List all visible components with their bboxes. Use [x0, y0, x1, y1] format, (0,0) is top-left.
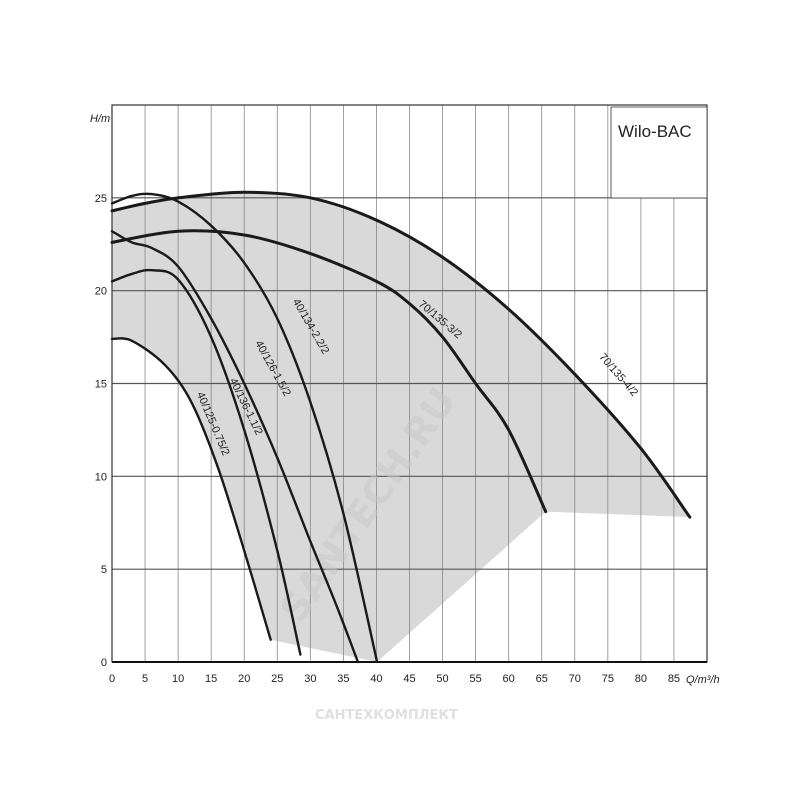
- x-tick-label: 30: [304, 673, 316, 685]
- x-tick-label: 35: [337, 673, 349, 685]
- x-axis-label: Q/m³/h: [686, 674, 720, 686]
- x-tick-label: 70: [569, 673, 581, 685]
- y-tick-label: 20: [95, 286, 107, 298]
- tick-labels: 0 5 10 15 20 25 30 35 40 45 50 55 60 65 70 75 80 85 0 5 10 15…: [95, 193, 680, 685]
- x-tick-label: 15: [205, 673, 217, 685]
- pump-curve-40/125-0.75/2: [110, 337, 272, 641]
- pump-curve-40/136-1.1/2: [110, 268, 302, 656]
- x-tick-label: 5: [142, 673, 148, 685]
- x-tick-label: 60: [503, 673, 515, 685]
- y-tick-label: 10: [95, 471, 107, 483]
- y-tick-label: 25: [95, 193, 107, 205]
- pump-curve-70/135-4/2: [110, 190, 692, 519]
- x-tick-label: 85: [668, 673, 680, 685]
- x-tick-label: 75: [602, 673, 614, 685]
- watermark-bottom: САНТЕХКОМПЛЕКТ: [315, 708, 458, 723]
- y-tick-label: 5: [101, 564, 107, 576]
- x-tick-label: 20: [238, 673, 250, 685]
- pump-curve-70/135-3/2: [110, 229, 548, 514]
- curve-label: 70/135-4/2: [596, 351, 640, 399]
- chart-title: Wilo-BAC: [618, 122, 692, 141]
- operating-region-fill: [112, 192, 690, 662]
- x-tick-label: 65: [536, 673, 548, 685]
- title-box: [610, 106, 708, 199]
- x-tick-label: 10: [172, 673, 184, 685]
- pump-curve-40/134-2.2/2: [110, 192, 379, 664]
- y-tick-label: 15: [95, 379, 107, 391]
- x-tick-label: 25: [271, 673, 283, 685]
- x-tick-label: 0: [109, 673, 115, 685]
- pump-curve-40/126-1.5/2: [110, 230, 360, 664]
- y-tick-label: 0: [101, 657, 107, 669]
- x-tick-label: 55: [469, 673, 481, 685]
- x-tick-label: 40: [370, 673, 382, 685]
- x-tick-label: 45: [403, 673, 415, 685]
- x-tick-label: 80: [635, 673, 647, 685]
- y-axis-label: H/m: [90, 113, 110, 125]
- x-tick-label: 50: [436, 673, 448, 685]
- operating-region: [112, 192, 690, 662]
